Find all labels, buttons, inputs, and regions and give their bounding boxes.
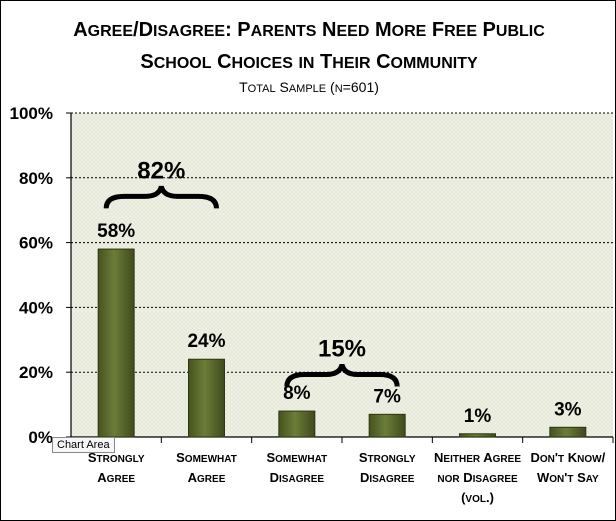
y-tick-label: 60% — [19, 234, 53, 253]
bar-4 — [459, 433, 496, 438]
chart-title-line-1: AGREE/DISAGREE: PARENTS NEED MORE FREE P… — [73, 19, 545, 41]
y-tick-label: 40% — [19, 298, 53, 317]
y-tick-label: 0% — [28, 428, 53, 447]
bracket-0 — [103, 185, 219, 209]
data-label-4: 1% — [464, 406, 492, 427]
data-label-2: 8% — [283, 383, 311, 404]
category-label-0-1: AGREE — [97, 470, 135, 485]
bracket-label-1: 15% — [318, 336, 366, 363]
y-tick-label: 20% — [19, 363, 53, 382]
category-label-4-2: (VOL.) — [461, 490, 494, 505]
bar-1 — [188, 358, 225, 438]
category-label-4-1: NOR DISAGREE — [437, 470, 518, 485]
category-label-0-0: STRONGLY — [88, 450, 145, 465]
category-label-4-0: NEITHER AGREE — [434, 450, 521, 465]
bar-2 — [278, 410, 316, 438]
category-label-5-1: WON'T SAY — [537, 470, 599, 485]
data-label-3: 7% — [373, 386, 401, 407]
bracket-label-0: 82% — [137, 157, 185, 184]
bar-5 — [549, 426, 587, 438]
category-label-3-1: DISAGREE — [360, 470, 415, 485]
category-label-1-0: SOMEWHAT — [176, 450, 237, 465]
y-tick-label: 80% — [19, 169, 53, 188]
category-label-2-1: DISAGREE — [270, 470, 325, 485]
chart-area-tooltip: Chart Area — [52, 437, 115, 453]
category-label-2-0: SOMEWHAT — [266, 450, 327, 465]
data-label-5: 3% — [554, 399, 582, 420]
chart-subtitle: TOTAL SAMPLE (N=601) — [239, 79, 379, 95]
data-label-1: 24% — [187, 331, 225, 352]
bracket-1 — [284, 363, 400, 387]
data-label-0: 58% — [97, 221, 135, 242]
category-label-1-1: AGREE — [188, 470, 226, 485]
category-label-3-0: STRONGLY — [359, 450, 416, 465]
y-tick-label: 100% — [10, 104, 53, 123]
plot-area — [71, 113, 613, 437]
chart-title-line-2: SCHOOL CHOICES IN THEIR COMMUNITY — [140, 51, 478, 73]
bar-0 — [97, 248, 135, 438]
category-label-5-0: DON'T KNOW/ — [530, 450, 605, 465]
bar-3 — [368, 413, 406, 438]
